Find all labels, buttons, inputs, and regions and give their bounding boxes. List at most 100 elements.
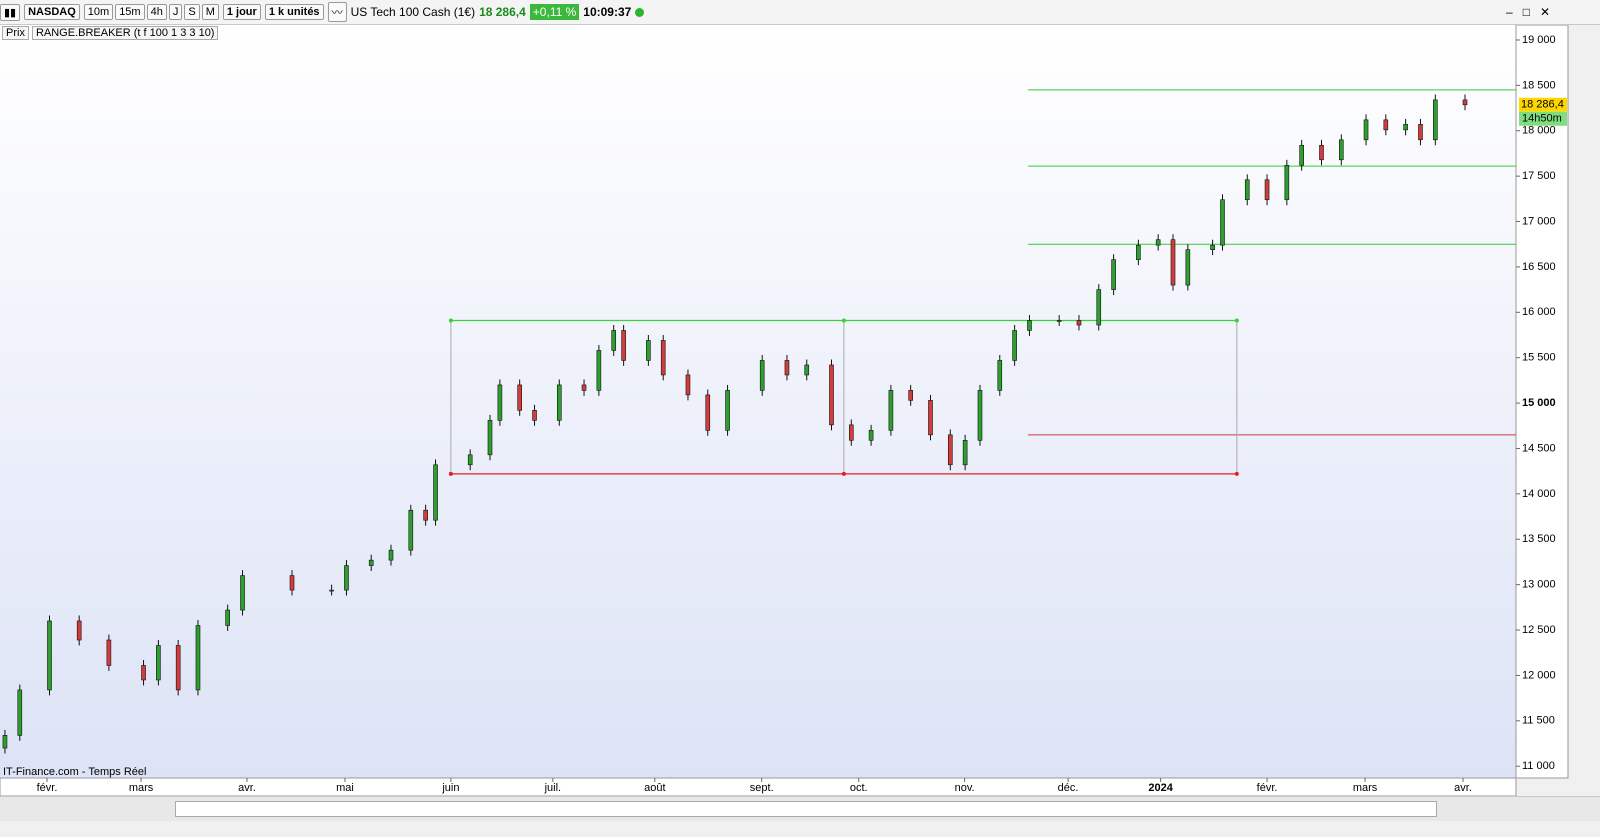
candle-body [141, 665, 146, 681]
candle-body [705, 394, 711, 431]
window-controls[interactable]: –□✕ [1506, 5, 1560, 19]
candle-body [621, 330, 626, 361]
x-tick-label: août [644, 782, 665, 794]
candle-body [977, 390, 983, 441]
candle-body [1363, 119, 1369, 141]
y-tick-label: 12 500 [1522, 624, 1556, 636]
interval-button[interactable]: 15m [115, 4, 145, 20]
candle-body [2, 735, 8, 749]
candle-body [225, 609, 230, 626]
x-tick-label: avr. [238, 782, 256, 794]
candle-body [156, 645, 161, 681]
range-handle [448, 318, 453, 323]
candle-body [1136, 244, 1141, 260]
candle-body [1027, 320, 1032, 331]
candle-body [1462, 99, 1468, 106]
y-tick-label: 14 500 [1522, 442, 1556, 454]
candle-body [829, 364, 834, 426]
x-tick-label: sept. [750, 782, 774, 794]
candle-body [1264, 179, 1270, 201]
interval-button[interactable]: 4h [146, 4, 167, 20]
interval-button[interactable]: S [184, 4, 200, 20]
candle-body [175, 645, 181, 691]
y-tick-label: 18 500 [1522, 79, 1556, 91]
candle-body [908, 390, 913, 401]
price-label[interactable]: Prix [2, 26, 29, 40]
candle-body [1418, 124, 1423, 141]
candle-body [433, 464, 438, 521]
candle-body [1155, 239, 1161, 246]
x-tick-label: mars [129, 782, 154, 794]
candle-body [1012, 330, 1017, 361]
toolbar: ▮▮ NASDAQ 10m 15m 4h J S M 1 jour 1 k unités … [0, 0, 1600, 25]
y-tick-label: 15 000 [1522, 397, 1556, 409]
price: 18 286,4 [479, 5, 526, 19]
candle-body [1185, 249, 1191, 286]
indicator-bar: Prix RANGE.BREAKER (t f 100 1 3 3 10) [2, 26, 219, 40]
symbol[interactable]: NASDAQ [24, 4, 80, 20]
period[interactable]: 1 jour [222, 4, 261, 20]
candle-body [195, 625, 201, 691]
candle-body [497, 384, 503, 421]
candle-body [344, 565, 349, 591]
candle-body [947, 434, 953, 466]
y-tick-label: 16 000 [1522, 306, 1556, 318]
candle-body [467, 454, 473, 466]
candle-body [388, 549, 394, 561]
indicator-label[interactable]: RANGE.BREAKER (t f 100 1 3 3 10) [31, 26, 219, 40]
units[interactable]: 1 k unités [264, 4, 324, 20]
x-tick-label: oct. [850, 782, 868, 794]
candle-body [660, 340, 666, 376]
y-tick-label: 11 500 [1522, 715, 1555, 727]
candle-body [329, 589, 334, 592]
x-tick-label: nov. [955, 782, 975, 794]
y-tick-label: 17 500 [1522, 170, 1556, 182]
x-tick-label: mars [1353, 782, 1378, 794]
range-handle [448, 471, 453, 476]
interval-button[interactable]: M [201, 4, 219, 20]
candle-body [725, 390, 730, 431]
candle-body [1433, 99, 1438, 141]
candle-body [1096, 289, 1102, 326]
x-tick-label: juil. [544, 782, 562, 794]
candle-body [1403, 124, 1408, 131]
candle-body [1076, 320, 1082, 326]
candle-body [289, 575, 295, 591]
candle-body [1056, 320, 1062, 322]
source: IT-Finance.com - Temps Réel [3, 766, 147, 778]
y-tick-label: 18 000 [1522, 125, 1556, 137]
candle-body [106, 639, 112, 666]
candle-body [611, 330, 617, 351]
chart-icon[interactable]: ▮▮ [0, 3, 21, 21]
candle-body [423, 509, 428, 521]
y-axis-area [1515, 24, 1569, 779]
candle-body [888, 390, 894, 431]
candle-body [646, 340, 651, 361]
intervals: 10m 15m 4h J S M [83, 4, 219, 20]
candle-body [532, 410, 537, 421]
bottom-toolbar [0, 796, 1600, 821]
x-tick-label: mai [336, 782, 354, 794]
candle-body [47, 620, 52, 691]
x-tick-label: déc. [1058, 782, 1079, 794]
y-tick-label: 12 000 [1522, 669, 1556, 681]
candle-body [408, 509, 414, 551]
candle-body [1319, 144, 1324, 161]
range-handle [1234, 471, 1239, 476]
indicators-button[interactable]: 〰 [327, 2, 347, 22]
instrument: US Tech 100 Cash (1€) [350, 5, 476, 19]
y-tick-label: 15 500 [1522, 352, 1556, 364]
candle-body [848, 424, 854, 441]
scrollbar[interactable] [175, 801, 1437, 817]
candle-body [1210, 244, 1215, 250]
interval-button[interactable]: J [168, 4, 183, 20]
candle-body [17, 689, 23, 736]
candle-body [1170, 239, 1176, 286]
candle-body [596, 350, 602, 391]
y-tick-label: 14 000 [1522, 488, 1556, 500]
interval-button[interactable]: 10m [83, 4, 114, 20]
x-tick-label: févr. [1257, 782, 1278, 794]
candle-body [1338, 139, 1344, 161]
candle-body [685, 374, 691, 396]
last-price-tag [1519, 97, 1567, 112]
